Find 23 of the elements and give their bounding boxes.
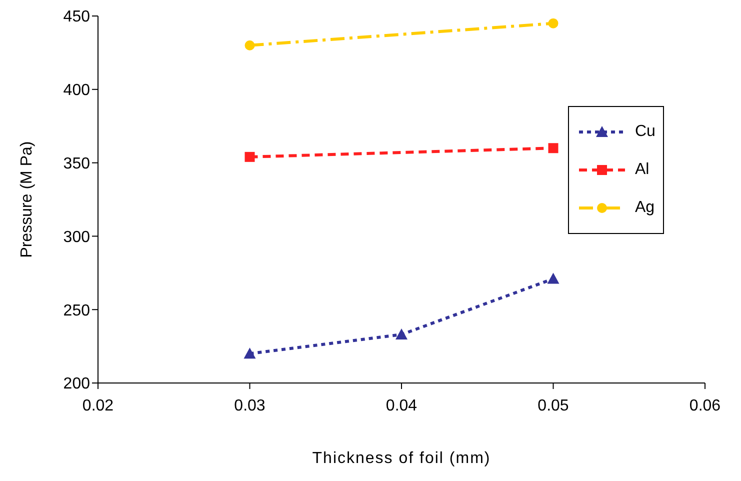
x-tick-label: 0.02 xyxy=(82,397,114,414)
y-tick-label: 350 xyxy=(63,155,90,172)
point xyxy=(244,348,256,359)
point xyxy=(244,40,255,50)
point xyxy=(548,18,558,28)
y-axis-title: Pressure (M Pa) xyxy=(18,141,36,258)
legend-label: Al xyxy=(635,161,650,179)
point xyxy=(396,328,408,340)
x-tick-label: 0.06 xyxy=(689,397,721,414)
legend-label: Ag xyxy=(635,199,655,217)
x-tick-label: 0.04 xyxy=(386,397,418,414)
y-tick-label: 300 xyxy=(63,228,90,246)
point xyxy=(244,152,255,162)
point xyxy=(547,272,560,284)
y-tick-label: 200 xyxy=(63,376,90,393)
legend-label: Cu xyxy=(635,123,656,141)
x-tick-label: 0.03 xyxy=(234,397,266,414)
y-tick-label: 400 xyxy=(63,82,90,100)
y-tick-label: 250 xyxy=(63,302,90,320)
x-tick-label: 0.05 xyxy=(538,397,569,414)
x-axis-title: Thickness of foil (mm) xyxy=(312,450,491,467)
y-tick-label: 450 xyxy=(63,8,90,26)
point xyxy=(548,143,558,154)
